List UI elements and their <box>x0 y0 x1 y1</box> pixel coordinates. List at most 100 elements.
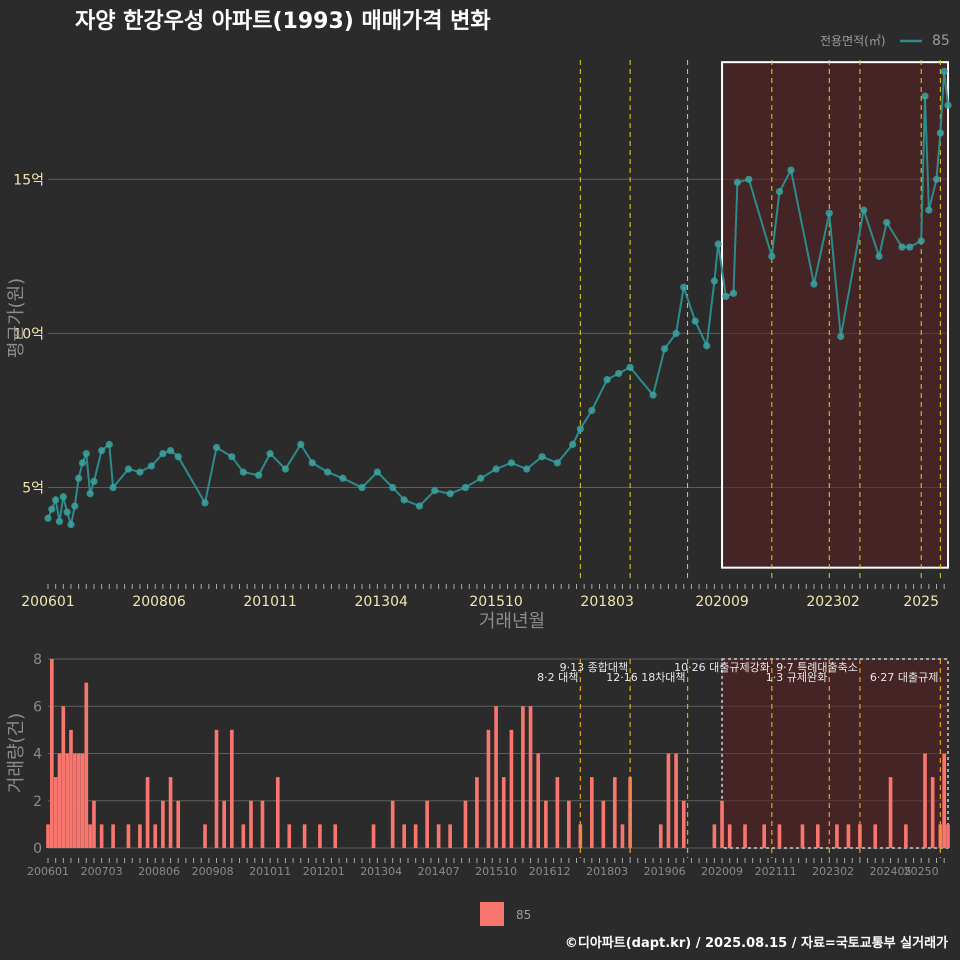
volume-bar <box>436 824 441 848</box>
price-point <box>71 502 79 510</box>
y-axis-title: 평균가(원) <box>6 278 27 358</box>
price-point <box>48 505 56 513</box>
price-point <box>201 499 209 507</box>
price-point <box>136 468 144 476</box>
volume-bar <box>536 753 541 848</box>
volume-bar <box>946 824 950 848</box>
volume-bar <box>287 824 292 848</box>
event-label: 9·7 특례대출축소 <box>776 661 858 674</box>
price-point <box>44 514 52 522</box>
price-point <box>649 391 657 399</box>
x-tick-label: 201510 <box>469 594 522 610</box>
volume-bar <box>249 800 253 848</box>
price-point <box>308 459 316 467</box>
price-point <box>787 166 795 174</box>
volume-bar <box>528 706 533 848</box>
volume-bar <box>712 824 717 848</box>
volume-bar <box>501 777 506 848</box>
price-point <box>59 493 67 501</box>
price-point <box>898 243 906 251</box>
price-point <box>477 474 485 482</box>
volume-bar <box>111 824 115 848</box>
x-tick-label: 202302 <box>806 594 859 610</box>
event-label: 10·26 대출규제강화 <box>674 661 770 674</box>
volume-bar <box>938 824 943 848</box>
price-point <box>55 517 64 526</box>
price-point <box>358 483 366 492</box>
y-tick-label: 10억 <box>13 326 44 342</box>
volume-bar <box>425 800 429 848</box>
y-tick-label: 2 <box>33 794 42 810</box>
volume-bar <box>88 824 92 848</box>
volume-bar <box>578 824 583 848</box>
volume-bar <box>544 800 548 848</box>
price-point <box>925 206 933 214</box>
volume-bar <box>930 777 935 848</box>
price-point <box>576 425 584 433</box>
volume-bar <box>601 800 606 848</box>
price-point <box>239 468 247 476</box>
highlight-period-box <box>721 658 949 849</box>
top-legend: 전용면적(㎡) 85 <box>820 33 950 49</box>
volume-bar <box>666 753 671 848</box>
price-point <box>936 129 944 137</box>
volume-bar <box>65 753 69 848</box>
event-label: 9·13 종합대책 <box>560 661 628 674</box>
price-point <box>906 243 914 251</box>
price-point <box>733 178 741 186</box>
price-point <box>944 101 952 109</box>
volume-bar <box>873 824 878 848</box>
volume-bar <box>50 659 54 848</box>
x-tick-label: 201201 <box>303 865 345 878</box>
x-tick-label: 201906 <box>644 865 686 878</box>
price-point <box>492 465 500 473</box>
price-point <box>82 450 90 458</box>
x-tick-label: 202405 <box>870 865 912 878</box>
legend-label: 85 <box>932 33 950 49</box>
price-point <box>255 471 263 479</box>
x-tick-label: 20250 <box>904 865 939 878</box>
price-chart: 5억 10억 15억 200601 200806 201011 201304 201510 20… <box>6 60 952 632</box>
price-point <box>90 477 98 485</box>
price-point <box>825 209 833 217</box>
volume-bar <box>168 777 173 848</box>
price-point <box>52 496 60 504</box>
volume-bar <box>203 824 207 848</box>
volume-bar <box>720 800 724 848</box>
volume-bar <box>858 824 862 848</box>
price-point <box>615 369 623 378</box>
price-point <box>626 363 634 371</box>
price-point <box>147 462 156 470</box>
x-tick-label: 201407 <box>418 865 460 878</box>
x-tick-label: 201011 <box>249 865 291 878</box>
chart-title: 자양 한강우성 아파트(1993) 매매가격 변화 <box>75 9 491 34</box>
volume-bar <box>80 753 85 848</box>
volume-bar <box>214 729 219 848</box>
x-tick-label: 200703 <box>81 865 123 878</box>
volume-bar <box>161 800 165 848</box>
y-tick-label: 8 <box>33 652 42 668</box>
price-point <box>109 483 117 492</box>
volume-bar <box>835 824 839 848</box>
y-tick-label: 15억 <box>13 172 44 188</box>
volume-bar <box>318 824 322 848</box>
volume-bar <box>777 824 782 848</box>
volume-bar <box>555 777 560 848</box>
price-point <box>98 446 106 455</box>
x-tick-label: 202009 <box>701 865 743 878</box>
bottom-legend: 85 <box>480 902 531 926</box>
volume-bar <box>402 824 406 848</box>
price-point <box>703 342 711 350</box>
volume-bar <box>590 777 594 848</box>
volume-bar <box>302 824 307 848</box>
volume-bar <box>153 824 158 848</box>
price-point <box>680 283 688 291</box>
volume-bar <box>46 824 50 848</box>
volume-bar <box>92 800 96 848</box>
price-point <box>860 206 868 214</box>
volume-bar <box>727 824 732 848</box>
volume-bar <box>448 824 452 848</box>
volume-bar <box>390 800 395 848</box>
price-point <box>266 450 274 458</box>
